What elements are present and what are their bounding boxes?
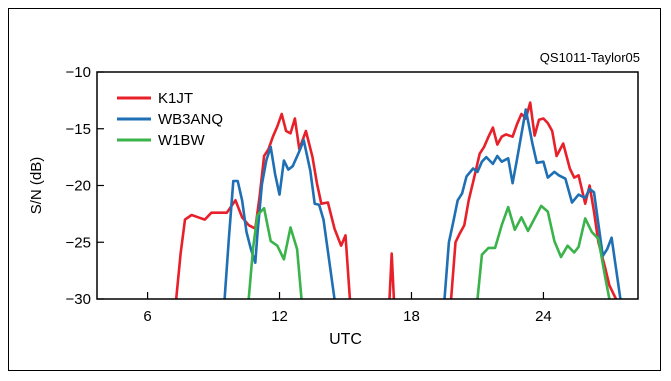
y-axis-label: S/N (dB) <box>28 157 45 215</box>
figure-frame <box>8 8 661 371</box>
x-tick-label: 6 <box>143 308 151 325</box>
axis-ticks: 6 12 18 24 −10 −15 −20 −25 −30 <box>66 64 552 325</box>
series-line-w1bw <box>476 204 611 300</box>
y-tick-label: −30 <box>66 291 91 308</box>
x-tick-label: 24 <box>535 308 552 325</box>
legend-label-k1jt: K1JT <box>158 90 193 107</box>
legend-label-w1bw: W1BW <box>158 132 206 149</box>
x-tick-label: 12 <box>271 308 288 325</box>
y-tick-label: −25 <box>66 234 91 251</box>
series-line-wb3anq <box>223 138 336 300</box>
series-line-wb3anq <box>443 108 622 300</box>
legend: K1JT WB3ANQ W1BW <box>117 90 223 149</box>
y-tick-label: −15 <box>66 121 91 138</box>
series-line-k1jt <box>388 252 396 300</box>
plot-lines <box>174 101 622 300</box>
legend-label-wb3anq: WB3ANQ <box>158 111 223 128</box>
y-tick-label: −20 <box>66 178 91 195</box>
x-tick-label: 18 <box>403 308 420 325</box>
series-line-k1jt <box>449 101 618 300</box>
series-line-w1bw <box>247 206 303 300</box>
series-line-k1jt <box>174 112 352 300</box>
y-tick-label: −10 <box>66 64 91 81</box>
corner-label: QS1011-Taylor05 <box>540 50 640 65</box>
x-axis-label: UTC <box>329 331 362 348</box>
